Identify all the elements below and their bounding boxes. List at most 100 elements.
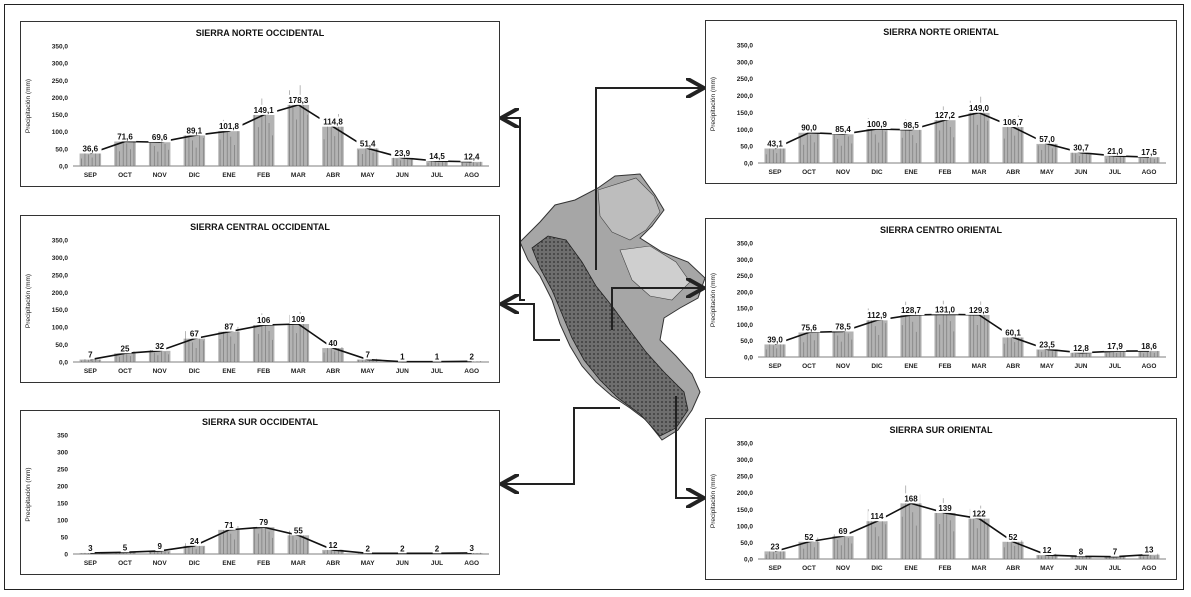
data-label: 2 xyxy=(365,544,370,553)
data-label: 17,5 xyxy=(1141,148,1157,157)
bar-sep xyxy=(80,360,101,362)
chart-sierra-centro-oriental: SIERRA CENTRO ORIENTAL Precipitación (mm)… xyxy=(705,218,1177,378)
x-tick-label: JUL xyxy=(431,172,443,179)
data-label: 52 xyxy=(805,533,814,542)
y-tick-label: 250 xyxy=(57,467,68,474)
x-tick-label: NOV xyxy=(153,172,168,179)
chart-title: SIERRA SUR OCCIDENTAL xyxy=(202,417,319,427)
x-tick-label: MAY xyxy=(1040,363,1055,370)
bar-feb xyxy=(934,120,955,163)
bar-oct xyxy=(798,332,819,357)
x-tick-label: MAR xyxy=(972,565,987,572)
data-label: 43,1 xyxy=(767,139,783,148)
data-label: 128,7 xyxy=(901,306,922,315)
y-tick-label: 200,0 xyxy=(52,95,69,102)
x-tick-label: JUN xyxy=(396,172,409,179)
x-tick-label: AGO xyxy=(1142,363,1157,370)
data-label: 69 xyxy=(839,527,848,536)
data-label: 75,6 xyxy=(801,323,817,332)
data-label: 51,4 xyxy=(360,139,376,148)
bar-feb xyxy=(934,314,955,357)
y-tick-label: 100,0 xyxy=(52,325,69,332)
x-tick-label: JUN xyxy=(1074,169,1087,176)
y-tick-label: 250,0 xyxy=(737,474,754,481)
x-tick-label: MAR xyxy=(291,172,306,179)
x-tick-label: MAR xyxy=(291,368,306,375)
y-tick-label: 50,0 xyxy=(55,342,68,349)
x-tick-label: FEB xyxy=(257,560,270,567)
y-tick-label: 50,0 xyxy=(740,540,753,547)
data-label: 100,9 xyxy=(867,120,888,129)
y-axis-label: Precipitación (mm) xyxy=(25,79,32,133)
bar-sep xyxy=(764,344,785,357)
y-tick-label: 350,0 xyxy=(737,241,754,248)
y-tick-label: 0,0 xyxy=(59,164,68,171)
data-label: 67 xyxy=(190,330,199,339)
x-tick-label: ABR xyxy=(1006,363,1020,370)
y-tick-label: 100,0 xyxy=(737,322,754,329)
bar-dic xyxy=(866,129,887,163)
x-tick-label: FEB xyxy=(939,363,952,370)
y-tick-label: 50 xyxy=(61,535,69,542)
data-label: 178,3 xyxy=(288,96,309,105)
data-label: 30,7 xyxy=(1073,144,1089,153)
data-label: 60,1 xyxy=(1005,328,1021,337)
x-tick-label: JUL xyxy=(1109,363,1121,370)
y-axis-label: Precipitación (mm) xyxy=(710,273,717,327)
x-tick-label: SEP xyxy=(84,560,98,567)
y-tick-label: 50,0 xyxy=(740,144,753,151)
bar-dic xyxy=(866,521,887,559)
chart-svg: SIERRA NORTE ORIENTALPrecipitación (mm)0… xyxy=(706,21,1176,183)
x-tick-label: ENE xyxy=(222,368,236,375)
bar-dic xyxy=(866,320,887,357)
x-tick-label: NOV xyxy=(836,363,851,370)
chart-sierra-sur-occidental: SIERRA SUR OCCIDENTAL Precipitación (mm) 0… xyxy=(20,410,500,575)
x-tick-label: MAY xyxy=(361,560,376,567)
y-tick-label: 350 xyxy=(57,433,68,440)
bar-nov xyxy=(149,351,170,362)
data-label: 57,0 xyxy=(1039,135,1055,144)
data-label: 18,6 xyxy=(1141,342,1157,351)
bar-nov xyxy=(832,331,853,357)
y-tick-label: 350,0 xyxy=(737,43,754,50)
x-tick-label: AGO xyxy=(1142,169,1157,176)
data-label: 106 xyxy=(257,316,271,325)
y-tick-label: 0,0 xyxy=(744,355,753,362)
y-tick-label: 100,0 xyxy=(737,523,754,530)
y-tick-label: 350,0 xyxy=(52,238,69,245)
bar-ago xyxy=(1138,351,1159,357)
data-label: 106,7 xyxy=(1003,118,1024,127)
data-label: 40 xyxy=(329,339,338,348)
bar-ene xyxy=(900,503,921,559)
x-tick-label: DIC xyxy=(871,169,883,176)
bar-oct xyxy=(114,141,135,166)
x-tick-label: ABR xyxy=(1006,565,1020,572)
arrow-sierra-sur-occidental xyxy=(503,408,620,484)
x-tick-label: AGO xyxy=(1142,565,1157,572)
bar-mar xyxy=(968,315,989,357)
chart-title: SIERRA CENTRO ORIENTAL xyxy=(880,225,1003,235)
x-tick-label: OCT xyxy=(118,368,132,375)
data-label: 3 xyxy=(469,544,474,553)
x-tick-label: ENE xyxy=(904,565,918,572)
y-tick-label: 100,0 xyxy=(52,129,69,136)
bar-ene xyxy=(900,315,921,357)
chart-title: SIERRA SUR ORIENTAL xyxy=(889,425,993,435)
y-tick-label: 150 xyxy=(57,501,68,508)
data-label: 149,1 xyxy=(254,106,275,115)
data-label: 55 xyxy=(294,526,303,535)
data-label: 71,6 xyxy=(117,132,133,141)
data-label: 127,2 xyxy=(935,111,956,120)
data-label: 131,0 xyxy=(935,305,956,314)
x-tick-label: MAR xyxy=(972,169,987,176)
x-tick-label: FEB xyxy=(939,169,952,176)
mean-line xyxy=(775,314,1149,352)
data-label: 1 xyxy=(400,353,405,362)
x-tick-label: DIC xyxy=(871,363,883,370)
data-label: 17,9 xyxy=(1107,342,1123,351)
chart-svg: SIERRA CENTRAL OCCIDENTAL Precipitación (… xyxy=(21,216,499,382)
data-label: 32 xyxy=(155,342,164,351)
data-label: 3 xyxy=(88,544,93,553)
bar-dic xyxy=(184,339,205,362)
bar-dic xyxy=(184,135,205,166)
